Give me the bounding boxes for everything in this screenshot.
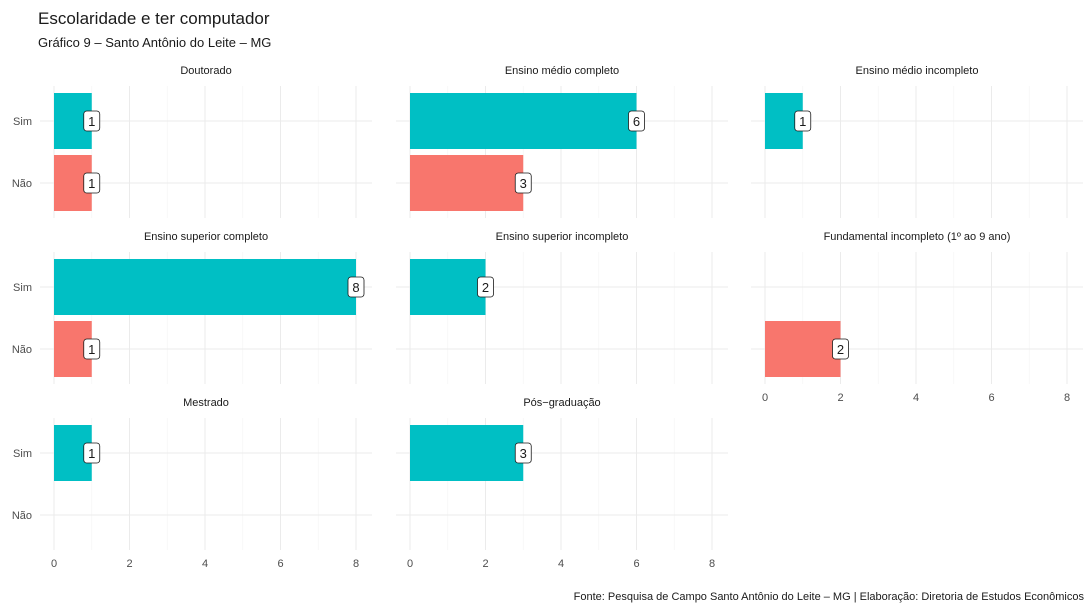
x-tick-label: 0 (407, 558, 413, 570)
facet-panel: Ensino superior completo 8 1 Sim Não (12, 231, 372, 384)
bar-nao (410, 155, 524, 211)
y-tick-label: Não (12, 178, 32, 190)
facet-title: Pós−graduação (523, 397, 600, 409)
x-tick-label: 8 (1064, 392, 1070, 404)
data-label-box (832, 338, 849, 360)
y-tick-label: Sim (13, 282, 32, 294)
x-tick-label: 8 (709, 558, 715, 570)
x-tick-label: 2 (126, 558, 132, 570)
y-tick-label: Não (12, 510, 32, 522)
facet-panel: Ensino médio incompleto 1 (751, 65, 1083, 218)
data-label: 2 (482, 280, 489, 295)
data-label: 1 (88, 446, 95, 461)
data-label: 1 (88, 176, 95, 191)
facet-panel: Ensino superior incompleto 2 (396, 231, 728, 384)
x-tick-label: 4 (202, 558, 208, 570)
bar-sim (410, 93, 637, 149)
data-label: 3 (520, 446, 527, 461)
x-tick-label: 0 (51, 558, 57, 570)
facet-title: Mestrado (183, 397, 229, 409)
data-label-box (83, 172, 101, 194)
data-label-box (794, 110, 812, 132)
x-tick-label: 4 (913, 392, 919, 404)
data-label: 3 (520, 176, 527, 191)
facet-panel: Doutorado 1 1 Sim Não (12, 65, 372, 218)
data-label-box (514, 172, 532, 194)
data-label: 1 (88, 114, 95, 129)
facet-panel: Pós−graduação 3 0 2 4 6 8 (396, 397, 728, 570)
data-label-box (83, 338, 101, 360)
data-label-box (514, 442, 532, 464)
x-tick-label: 6 (277, 558, 283, 570)
facet-title: Doutorado (180, 65, 231, 77)
bar-sim (54, 259, 356, 315)
data-label-box (628, 110, 645, 132)
data-label-box (477, 276, 494, 298)
y-tick-label: Sim (13, 448, 32, 460)
chart-caption: Fonte: Pesquisa de Campo Santo Antônio d… (573, 591, 1084, 603)
facet-title: Ensino superior incompleto (496, 231, 629, 243)
facet-title: Ensino médio incompleto (856, 65, 979, 77)
facet-panel: Ensino médio completo 6 3 (396, 65, 728, 218)
y-tick-label: Sim (13, 116, 32, 128)
data-label-box (83, 110, 101, 132)
facet-title: Ensino superior completo (144, 231, 268, 243)
facet-title: Ensino médio completo (505, 65, 619, 77)
data-label-box (83, 442, 101, 464)
bar-sim (410, 425, 524, 481)
bar-nao (765, 321, 841, 377)
y-tick-label: Não (12, 344, 32, 356)
bar-sim (410, 259, 486, 315)
x-tick-label: 6 (633, 558, 639, 570)
chart-title: Escolaridade e ter computador (38, 9, 270, 28)
data-label: 1 (799, 114, 806, 129)
x-tick-label: 6 (988, 392, 994, 404)
chart-subtitle: Gráfico 9 – Santo Antônio do Leite – MG (38, 35, 272, 50)
facet-panel: Fundamental incompleto (1º ao 9 ano) 2 0 2 4… (751, 231, 1083, 404)
data-label: 2 (837, 342, 844, 357)
data-label: 8 (352, 280, 359, 295)
x-tick-label: 4 (558, 558, 564, 570)
x-tick-label: 8 (353, 558, 359, 570)
data-label: 1 (88, 342, 95, 357)
facet-title: Fundamental incompleto (1º ao 9 ano) (824, 231, 1011, 243)
x-tick-label: 2 (837, 392, 843, 404)
facet-panel: Mestrado 1 Sim Não 0 2 4 6 8 (12, 397, 372, 570)
data-label: 6 (633, 114, 640, 129)
x-tick-label: 2 (482, 558, 488, 570)
x-tick-label: 0 (762, 392, 768, 404)
data-label-box (347, 276, 365, 298)
